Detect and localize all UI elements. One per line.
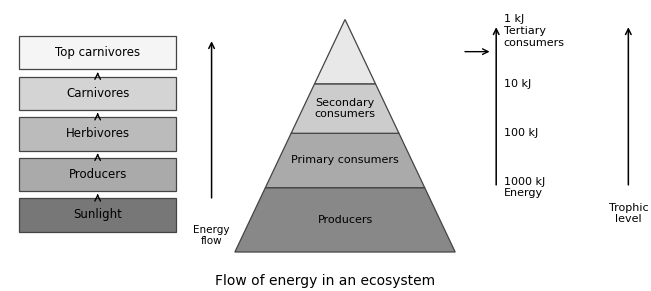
Text: Carnivores: Carnivores bbox=[66, 87, 130, 100]
FancyBboxPatch shape bbox=[20, 198, 176, 232]
Text: Top carnivores: Top carnivores bbox=[55, 46, 140, 59]
Text: Tertiary
consumers: Tertiary consumers bbox=[504, 26, 565, 48]
Polygon shape bbox=[314, 19, 376, 84]
Text: Herbivores: Herbivores bbox=[66, 127, 130, 140]
FancyBboxPatch shape bbox=[20, 158, 176, 191]
Text: Energy
flow: Energy flow bbox=[193, 225, 230, 246]
Text: Producers: Producers bbox=[318, 215, 372, 225]
Text: Secondary
consumers: Secondary consumers bbox=[314, 98, 376, 119]
Text: Sunlight: Sunlight bbox=[73, 208, 122, 221]
Text: 1 kJ: 1 kJ bbox=[504, 15, 524, 24]
FancyBboxPatch shape bbox=[20, 117, 176, 150]
Text: 10 kJ: 10 kJ bbox=[504, 79, 531, 89]
Text: 1000 kJ
Energy: 1000 kJ Energy bbox=[504, 177, 545, 198]
Polygon shape bbox=[291, 84, 399, 133]
FancyBboxPatch shape bbox=[20, 77, 176, 110]
Text: 100 kJ: 100 kJ bbox=[504, 128, 538, 138]
Text: Primary consumers: Primary consumers bbox=[291, 155, 399, 166]
Polygon shape bbox=[266, 133, 424, 188]
FancyBboxPatch shape bbox=[20, 36, 176, 70]
Text: Producers: Producers bbox=[68, 168, 127, 181]
Text: Flow of energy in an ecosystem: Flow of energy in an ecosystem bbox=[215, 274, 436, 288]
Text: Trophic
level: Trophic level bbox=[609, 203, 648, 224]
Polygon shape bbox=[235, 188, 455, 252]
